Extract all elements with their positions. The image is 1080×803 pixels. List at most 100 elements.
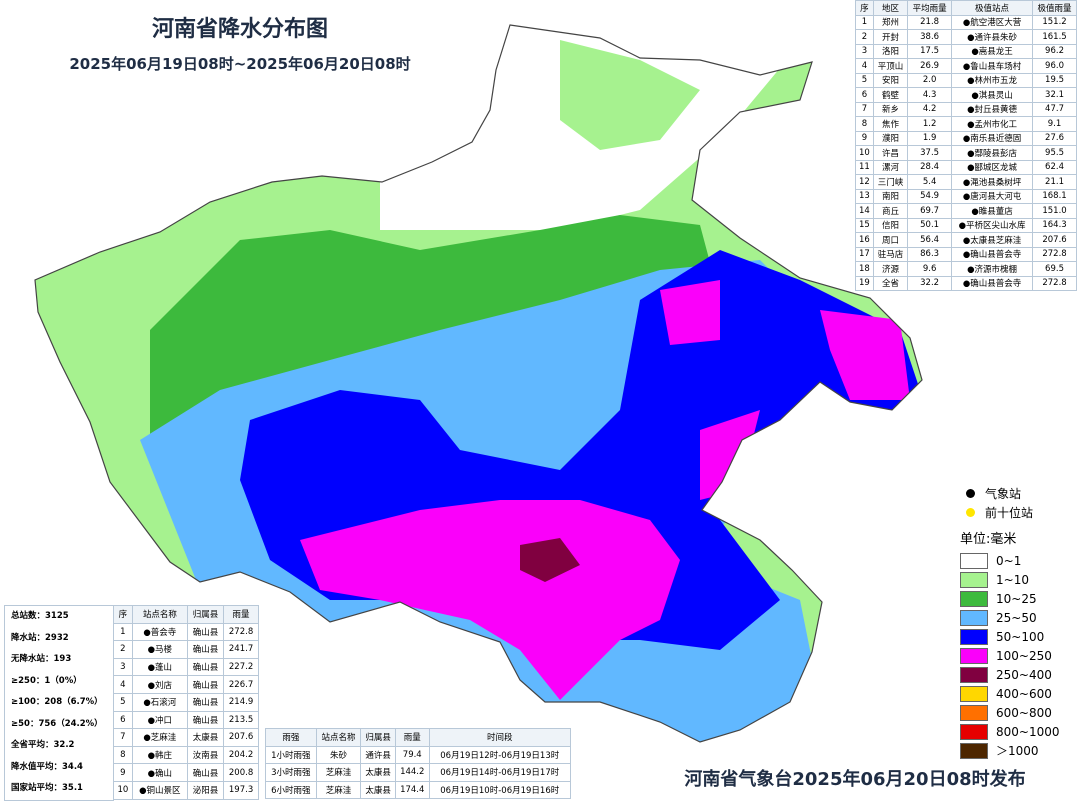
cell: 许昌 bbox=[872, 145, 909, 161]
legend-item: 50~100 bbox=[960, 627, 1075, 646]
cell: 8 bbox=[113, 745, 133, 765]
cell: ●济源市槐棚 bbox=[951, 261, 1034, 277]
column-header: 序 bbox=[855, 0, 874, 16]
cell: 确山县 bbox=[186, 675, 225, 694]
cell: ●南乐县近德固 bbox=[951, 130, 1034, 146]
table-row: 7 新乡 4.2 ●封丘县黄德 47.7 bbox=[855, 101, 1077, 117]
legend-unit: 单位:毫米 bbox=[960, 532, 1017, 547]
legend-label: 50~100 bbox=[996, 629, 1045, 644]
cell: 南阳 bbox=[872, 188, 909, 204]
table-row: 8 焦作 1.2 ●孟州市化工 9.1 bbox=[855, 116, 1077, 132]
cell: 洛阳 bbox=[872, 43, 909, 59]
cell: 174.4 bbox=[395, 780, 430, 799]
cell: 7 bbox=[113, 728, 133, 747]
legend-item: 250~400 bbox=[960, 665, 1075, 684]
cell: 7 bbox=[855, 101, 874, 117]
cell: 1.2 bbox=[907, 116, 953, 132]
cell: 太康县 bbox=[360, 763, 397, 782]
cell: 信阳 bbox=[872, 217, 909, 233]
cell: ●确山县普会寺 bbox=[951, 246, 1034, 262]
cell: 204.2 bbox=[223, 745, 259, 765]
cell: 207.6 bbox=[1032, 232, 1077, 248]
cell: 泌阳县 bbox=[186, 780, 225, 800]
header-row: 序站点名称 归属县 雨量 bbox=[113, 605, 259, 624]
cell: 太康县 bbox=[186, 728, 225, 747]
legend-swatch bbox=[960, 628, 988, 645]
cell: ●平桥区尖山水库 bbox=[951, 217, 1034, 233]
cell: 15 bbox=[855, 217, 874, 233]
column-header: 归属县 bbox=[186, 605, 225, 624]
table-row: 1 ●普会寺 确山县 272.8 bbox=[113, 622, 259, 642]
table-row: 9 ●确山 确山县 200.8 bbox=[113, 763, 259, 782]
table-row: 18 济源 9.6 ●济源市槐棚 69.5 bbox=[855, 261, 1077, 277]
cell: 38.6 bbox=[907, 29, 953, 45]
stat-line: 国家站平均：35.1 bbox=[11, 783, 83, 793]
legend-label: 600~800 bbox=[996, 705, 1052, 720]
column-header: 归属县 bbox=[360, 728, 397, 747]
table-row: 7 ●芝麻洼 太康县 207.6 bbox=[113, 728, 259, 747]
cell: 濮阳 bbox=[872, 130, 909, 146]
cell: 4.2 bbox=[907, 101, 953, 117]
cell: 1 bbox=[113, 622, 133, 642]
cell: ●石滚河 bbox=[131, 692, 188, 712]
cell: 8 bbox=[855, 116, 874, 132]
cell: ●睢县董店 bbox=[951, 203, 1034, 219]
table-row: 2 ●马楼 确山县 241.7 bbox=[113, 640, 259, 659]
cell: 确山县 bbox=[186, 692, 225, 712]
table-row: 9 濮阳 1.9 ●南乐县近德固 27.6 bbox=[855, 130, 1077, 146]
table-row: 15 信阳 50.1 ●平桥区尖山水库 164.3 bbox=[855, 217, 1077, 233]
intensity-table: 雨强 站点名称 归属县 雨量 时间段 1小时雨强 朱砂 通许县 79.4 06月19日12时-06… bbox=[265, 728, 571, 799]
cell: ●刘店 bbox=[131, 675, 188, 694]
cell: ●孟州市化工 bbox=[951, 116, 1034, 132]
cell: 确山县 bbox=[186, 640, 225, 659]
stat-line: 全省平均：32.2 bbox=[11, 740, 75, 750]
cell: 10 bbox=[113, 780, 133, 800]
cell: 新乡 bbox=[872, 101, 909, 117]
cell: 06月19日12时-06月19日13时 bbox=[428, 745, 571, 764]
cell: 69.7 bbox=[907, 203, 953, 219]
table-row: 14 商丘 69.7 ●睢县董店 151.0 bbox=[855, 203, 1077, 219]
legend-swatch bbox=[960, 552, 988, 569]
cell: 56.4 bbox=[907, 232, 953, 248]
cell: 32.2 bbox=[907, 275, 953, 291]
cell: 9 bbox=[855, 130, 874, 146]
cell: ●韩庄 bbox=[131, 745, 188, 765]
header-row: 雨强 站点名称 归属县 雨量 时间段 bbox=[265, 728, 571, 747]
stat-line: 降水站：2932 bbox=[11, 632, 69, 643]
cell: 32.1 bbox=[1032, 87, 1077, 103]
cell: 207.6 bbox=[223, 728, 259, 747]
cell: 济源 bbox=[872, 261, 909, 277]
column-header: 雨量 bbox=[223, 605, 259, 624]
cell: 12 bbox=[855, 174, 874, 190]
cell: 汝南县 bbox=[186, 745, 225, 765]
legend: 气象站 前十位站 单位:毫米 0~1 1~10 10~25 25~50 50~100 100~2… bbox=[960, 484, 1075, 760]
table-row: 6 ●冲口 确山县 213.5 bbox=[113, 710, 259, 730]
cell: 06月19日10时-06月19日16时 bbox=[428, 780, 571, 799]
table-row: 3 ●蓬山 确山县 227.2 bbox=[113, 657, 259, 677]
cell: 241.7 bbox=[223, 640, 259, 659]
column-header: 雨量 bbox=[395, 728, 430, 747]
cell: 95.5 bbox=[1032, 145, 1077, 161]
table-row: 19 全省 32.2 ●确山县普会寺 272.8 bbox=[855, 275, 1077, 291]
table-row: 12 三门峡 5.4 ●渑池县桑树坪 21.1 bbox=[855, 174, 1077, 190]
cell: ●郾城区龙城 bbox=[951, 159, 1034, 175]
cell: 5 bbox=[113, 692, 133, 712]
cell: ●铜山景区 bbox=[131, 780, 188, 800]
cell: 通许县 bbox=[360, 745, 397, 764]
legend-label: 前十位站 bbox=[985, 506, 1034, 520]
table-row: 6 鹤壁 4.3 ●淇县灵山 32.1 bbox=[855, 87, 1077, 103]
table-row: 3 洛阳 17.5 ●嵩县龙王 96.2 bbox=[855, 43, 1077, 59]
cell: 144.2 bbox=[395, 763, 430, 782]
cell: 18 bbox=[855, 261, 874, 277]
column-header: 雨强 bbox=[265, 728, 317, 747]
legend-label: 10~25 bbox=[996, 591, 1037, 606]
legend-item: 1~10 bbox=[960, 570, 1075, 589]
cell: 2.0 bbox=[907, 72, 953, 88]
cell: 11 bbox=[855, 159, 874, 175]
cell: 13 bbox=[855, 188, 874, 204]
table-row: 10 ●铜山景区 泌阳县 197.3 bbox=[113, 780, 259, 800]
cell: 19.5 bbox=[1032, 72, 1077, 88]
cell: 213.5 bbox=[223, 710, 259, 730]
cell: ●鄢陵县彭店 bbox=[951, 145, 1034, 161]
table-row: 8 ●韩庄 汝南县 204.2 bbox=[113, 745, 259, 765]
